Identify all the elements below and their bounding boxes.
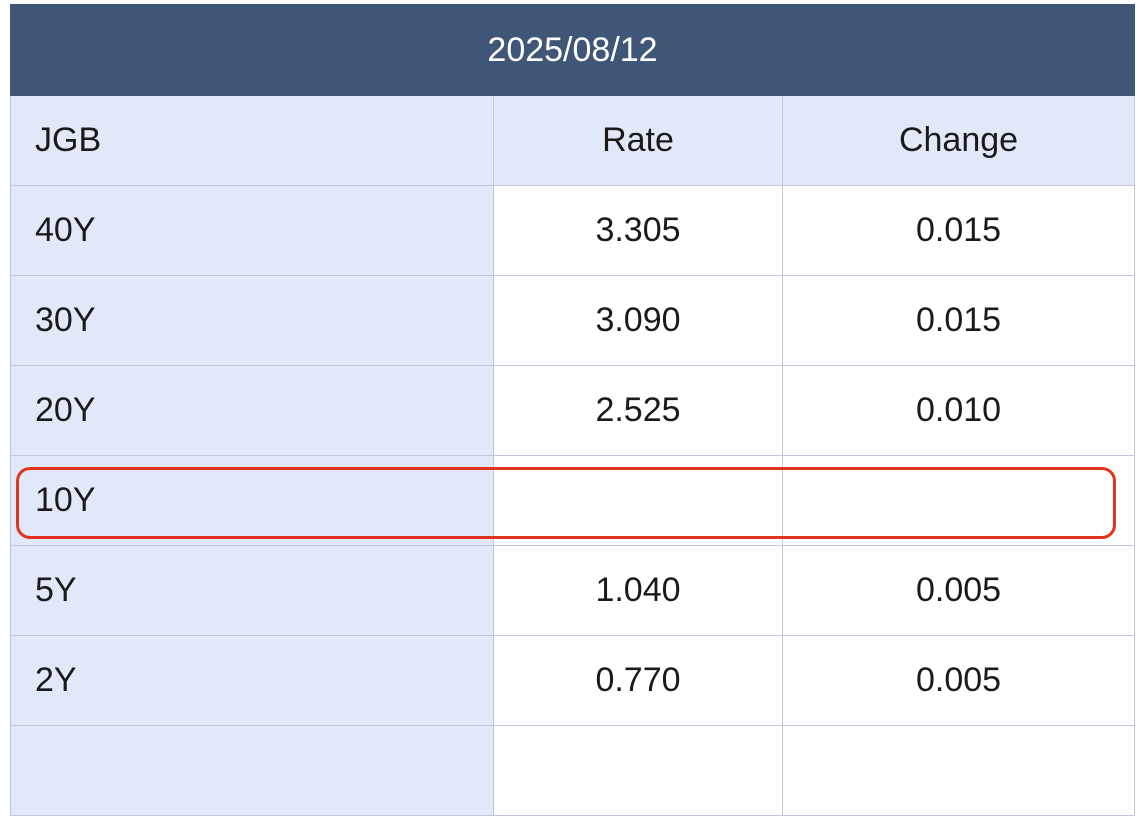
table-row-highlighted: 10Y (10, 455, 1136, 546)
column-header-row: JGB Rate Change (10, 95, 1136, 186)
tenor-cell: 5Y (10, 545, 494, 636)
rate-cell (493, 455, 783, 546)
rate-cell: 0.770 (493, 635, 783, 726)
jgb-rate-table-container: 2025/08/12 JGB Rate Change 40Y 3.305 0.0… (9, 4, 1136, 816)
rate-cell: 1.040 (493, 545, 783, 636)
table-row: 20Y 2.525 0.010 (10, 365, 1136, 456)
table-row: 30Y 3.090 0.015 (10, 275, 1136, 366)
rate-cell: 3.305 (493, 185, 783, 276)
tenor-cell: 2Y (10, 635, 494, 726)
tenor-cell (10, 725, 494, 816)
tenor-cell: 20Y (10, 365, 494, 456)
table-row: 5Y 1.040 0.005 (10, 545, 1136, 636)
change-cell: 0.015 (781, 185, 1136, 276)
jgb-rate-table: 2025/08/12 JGB Rate Change 40Y 3.305 0.0… (9, 4, 1136, 816)
rate-cell: 2.525 (493, 365, 783, 456)
change-cell: 0.015 (781, 275, 1136, 366)
change-cell: 0.005 (781, 635, 1136, 726)
column-header-change: Change (781, 95, 1136, 186)
tenor-cell: 40Y (10, 185, 494, 276)
date-header: 2025/08/12 (9, 4, 1136, 96)
table-row: 2Y 0.770 0.005 (10, 635, 1136, 726)
rate-cell (493, 725, 783, 816)
change-cell: 0.005 (781, 545, 1136, 636)
column-header-jgb: JGB (10, 95, 494, 186)
change-cell (781, 725, 1136, 816)
change-cell: 0.010 (781, 365, 1136, 456)
change-cell (781, 455, 1136, 546)
tenor-cell: 30Y (10, 275, 494, 366)
column-header-rate: Rate (493, 95, 783, 186)
tenor-cell: 10Y (10, 455, 494, 546)
table-row-partial (10, 725, 1136, 816)
table-row: 40Y 3.305 0.015 (10, 185, 1136, 276)
rate-cell: 3.090 (493, 275, 783, 366)
